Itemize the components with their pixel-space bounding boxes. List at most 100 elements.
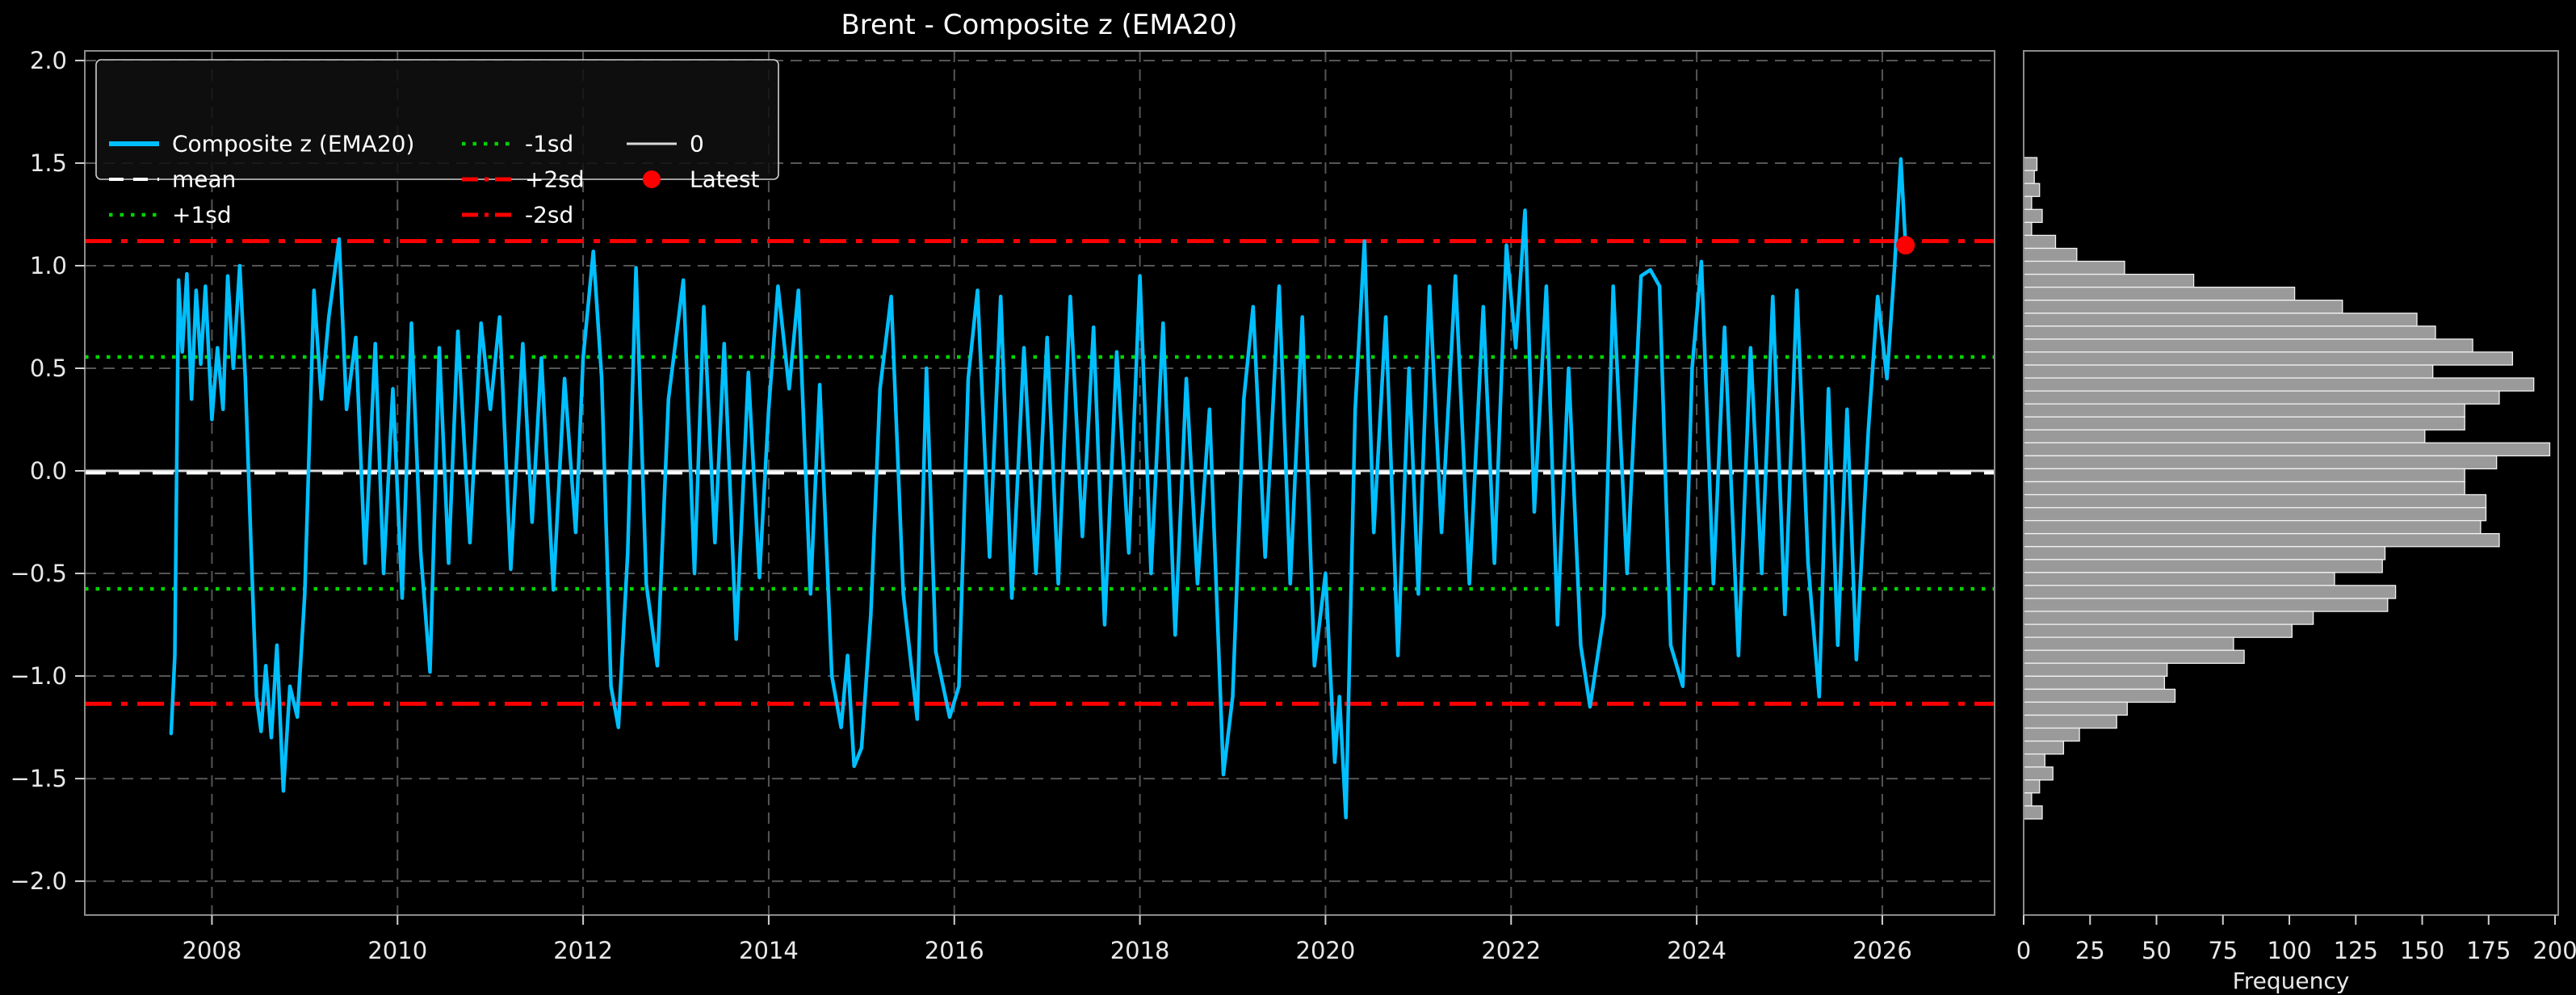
hist-x-tick-label: 125 xyxy=(2334,937,2378,964)
histogram-bar xyxy=(2023,805,2043,820)
hist-x-tick-label: 75 xyxy=(2208,937,2238,964)
histogram-bar xyxy=(2023,208,2043,224)
legend-item-label: +1sd xyxy=(172,202,232,229)
histogram-bar xyxy=(2023,533,2500,548)
histogram-bar xyxy=(2023,572,2335,586)
y-tick-label: −0.5 xyxy=(10,560,67,587)
legend-item-label: 0 xyxy=(690,131,704,157)
composite-z-line xyxy=(169,157,1907,820)
y-tick-label: 2.0 xyxy=(30,47,67,74)
histogram-bar xyxy=(2023,195,2033,211)
y-tick-label: 1.0 xyxy=(30,252,67,279)
histogram-bar xyxy=(2023,157,2038,171)
histogram-bar xyxy=(2023,234,2057,250)
frequency-axis-label: Frequency xyxy=(2233,968,2350,994)
y-tick-label: 0.0 xyxy=(30,457,67,485)
histogram-bar xyxy=(2023,662,2168,677)
y-tick-label: 1.5 xyxy=(30,149,67,177)
histogram-bar xyxy=(2023,273,2195,288)
legend-latest-dot-swatch xyxy=(643,170,661,188)
axes-spine xyxy=(2023,50,2559,916)
legend-item-p2sd: +2sd xyxy=(462,166,585,193)
histogram-bar xyxy=(2023,779,2041,794)
histogram-bar xyxy=(2023,377,2535,392)
histogram-bar xyxy=(2023,688,2176,703)
histogram-bar xyxy=(2023,390,2500,405)
histogram-bar xyxy=(2023,183,2041,197)
histogram-bar xyxy=(2023,675,2166,691)
hist-x-tick-label: 0 xyxy=(2016,937,2031,964)
histogram-bar xyxy=(2023,792,2033,807)
x-tick-label: 2008 xyxy=(183,937,242,964)
histogram-bar xyxy=(2023,429,2426,444)
legend-item-label: -2sd xyxy=(525,202,573,229)
legend-item-m2sd: -2sd xyxy=(462,202,573,229)
histogram-bar xyxy=(2023,325,2436,340)
histogram-bar xyxy=(2023,559,2383,573)
axes-spines xyxy=(84,50,2559,916)
y-tick-label: −2.0 xyxy=(10,867,67,895)
y-tick-label: 0.5 xyxy=(30,355,67,382)
legend-item-zero: 0 xyxy=(627,131,704,157)
histogram-bar xyxy=(2023,493,2487,509)
histogram-bar xyxy=(2023,636,2234,651)
x-tick-label: 2012 xyxy=(553,937,613,964)
histogram-bar xyxy=(2023,766,2054,781)
axis-ticks: 2.0 1.5 1.0 0.5 0.0 −0.5 −1.0 −1.5 −2.0 2008 2010 2… xyxy=(10,47,2576,964)
histogram-bar xyxy=(2023,519,2482,535)
x-tick-label: 2016 xyxy=(925,937,984,964)
histogram-bar xyxy=(2023,170,2035,184)
legend-item-label: -1sd xyxy=(525,131,573,157)
x-tick-label: 2020 xyxy=(1296,937,1356,964)
histogram-bar xyxy=(2023,221,2033,237)
histogram-bar xyxy=(2023,727,2080,742)
hist-x-tick-label: 100 xyxy=(2267,937,2311,964)
series-layer xyxy=(169,157,1915,820)
histogram-bar xyxy=(2023,300,2343,314)
histogram-bar xyxy=(2023,313,2418,327)
histogram-bar xyxy=(2023,611,2314,625)
histogram-bar xyxy=(2023,442,2551,457)
histogram-bar xyxy=(2023,506,2487,522)
legend-item-series: Composite z (EMA20) xyxy=(109,131,414,157)
legend-item-label: +2sd xyxy=(525,166,585,193)
y-tick-label: −1.5 xyxy=(10,765,67,792)
histogram-bar xyxy=(2023,247,2078,262)
histogram-bar xyxy=(2023,351,2514,366)
histogram-bar xyxy=(2023,740,2065,755)
histogram-bar xyxy=(2023,338,2473,353)
x-tick-label: 2022 xyxy=(1481,937,1541,964)
x-tick-label: 2018 xyxy=(1110,937,1170,964)
histogram-bar xyxy=(2023,546,2386,560)
histogram-bar xyxy=(2023,598,2389,612)
legend-item-label: Composite z (EMA20) xyxy=(172,131,414,157)
legend-item-latest: Latest xyxy=(643,166,760,193)
hist-x-tick-label: 200 xyxy=(2532,937,2576,964)
histogram-bar xyxy=(2023,623,2293,638)
histogram-bar xyxy=(2023,481,2465,496)
histogram-bar xyxy=(2023,753,2045,768)
legend-box xyxy=(95,59,779,180)
legend-item-p1sd: +1sd xyxy=(109,202,232,229)
hist-x-tick-label: 25 xyxy=(2075,937,2105,964)
histogram-bar xyxy=(2023,416,2465,430)
histogram-bar xyxy=(2023,714,2117,729)
histogram-bar xyxy=(2023,701,2128,716)
hist-x-tick-label: 150 xyxy=(2400,937,2444,964)
axes-spine xyxy=(84,50,1995,916)
histogram-bar xyxy=(2023,286,2296,301)
latest-point xyxy=(1896,236,1915,255)
chart-title: Brent - Composite z (EMA20) xyxy=(841,9,1237,41)
histogram-bar xyxy=(2023,455,2498,470)
histogram-bar xyxy=(2023,364,2434,379)
legend: Composite z (EMA20) mean +1sd -1sd +2sd -2sd 0… xyxy=(95,59,779,229)
histogram-bars xyxy=(2023,157,2551,820)
legend-item-m1sd: -1sd xyxy=(462,131,573,157)
histogram-bar xyxy=(2023,585,2397,599)
histogram-bar xyxy=(2023,403,2465,418)
histogram-bar xyxy=(2023,468,2465,483)
histogram-bar xyxy=(2023,649,2245,664)
x-tick-label: 2026 xyxy=(1852,937,1912,964)
